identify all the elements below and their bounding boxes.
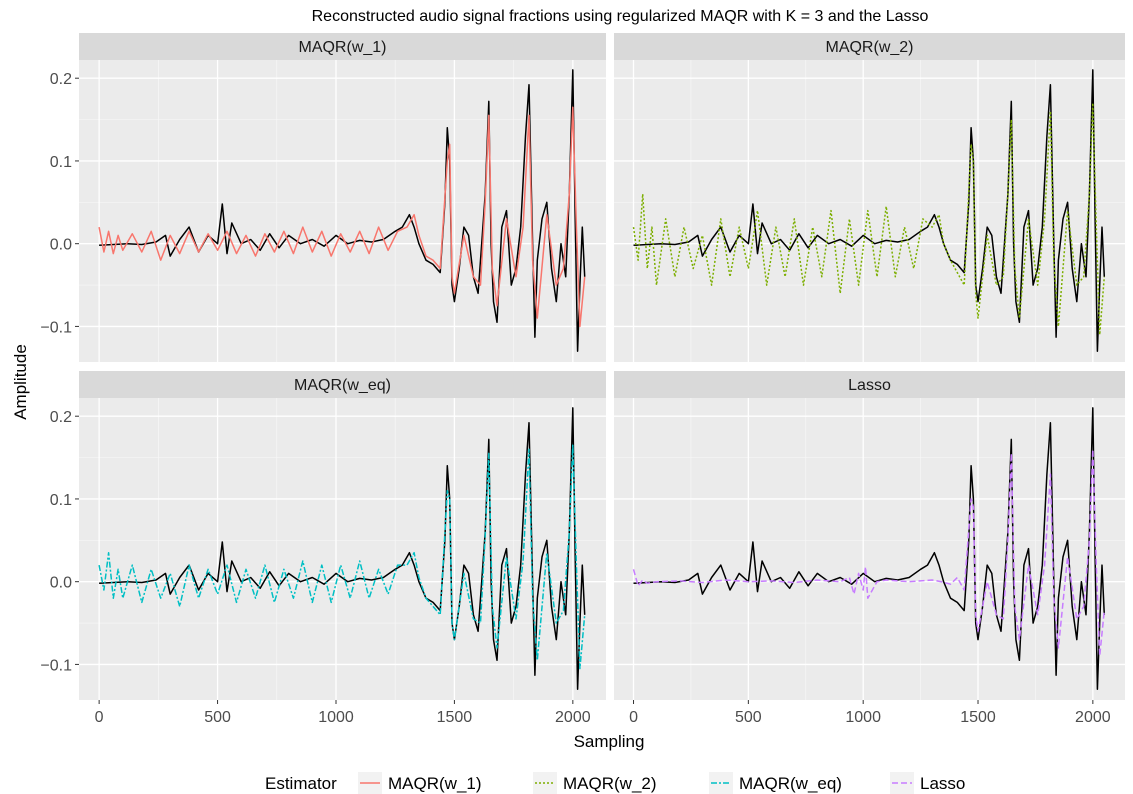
panel-2: MAQR(w_2) bbox=[614, 33, 1125, 362]
estimate-line bbox=[98, 444, 586, 670]
plot-background bbox=[79, 398, 606, 700]
true-signal-line bbox=[99, 69, 586, 352]
x-tick-label: 2000 bbox=[555, 709, 591, 726]
panel-strip-label: Lasso bbox=[848, 377, 891, 394]
y-tick-label: 0.1 bbox=[50, 154, 72, 171]
panel-strip bbox=[614, 33, 1125, 60]
x-tick-label: 1500 bbox=[437, 709, 473, 726]
legend-item: Lasso bbox=[890, 772, 965, 794]
y-tick-label: 0.1 bbox=[50, 492, 72, 509]
panel-strip-label: MAQR(w_2) bbox=[825, 39, 913, 56]
true-signal-line bbox=[633, 407, 1106, 690]
estimate-line bbox=[98, 106, 586, 328]
y-tick-label: 0.0 bbox=[50, 575, 72, 592]
panels: MAQR(w_1) −0.1 0.0 0.1 0.2 MAQR(w_2) MAQR(w_eq… bbox=[40, 33, 1125, 726]
panel-1: MAQR(w_1) −0.1 0.0 0.1 0.2 bbox=[40, 33, 606, 362]
legend-label: MAQR(w_eq) bbox=[739, 774, 842, 793]
panel-3: MAQR(w_eq) −0.1 0.0 0.1 0.2 0 500 1000 1500 2000 bbox=[40, 371, 606, 726]
x-tick-label: 500 bbox=[735, 709, 762, 726]
panel-strip bbox=[614, 371, 1125, 398]
y-axis-label: Amplitude bbox=[11, 344, 30, 420]
legend-item: MAQR(w_1) bbox=[358, 772, 482, 794]
x-tick-label: 2000 bbox=[1075, 709, 1111, 726]
y-tick-label: 0.0 bbox=[50, 237, 72, 254]
legend-label: Lasso bbox=[920, 774, 965, 793]
legend-label: MAQR(w_2) bbox=[563, 774, 657, 793]
plot-background bbox=[614, 398, 1125, 700]
x-tick-label: 500 bbox=[204, 709, 231, 726]
legend: Estimator MAQR(w_1) MAQR(w_2) MAQR(w_eq) La… bbox=[265, 772, 965, 794]
y-tick-label: −0.1 bbox=[40, 319, 72, 336]
x-tick-label: 1000 bbox=[845, 709, 881, 726]
y-tick-label: 0.2 bbox=[50, 409, 72, 426]
y-tick-label: −0.1 bbox=[40, 657, 72, 674]
estimate-line bbox=[632, 448, 1106, 657]
estimate-line bbox=[632, 102, 1106, 336]
x-axis-label: Sampling bbox=[574, 732, 645, 751]
panel-strip bbox=[79, 371, 606, 398]
legend-item: MAQR(w_2) bbox=[533, 772, 657, 794]
panel-strip bbox=[79, 33, 606, 60]
panel-strip-label: MAQR(w_eq) bbox=[294, 377, 391, 394]
panel-4: Lasso 0 500 1000 1500 2000 bbox=[614, 371, 1125, 726]
plot-background bbox=[79, 60, 606, 362]
x-tick-label: 1500 bbox=[960, 709, 996, 726]
x-tick-label: 0 bbox=[95, 709, 104, 726]
legend-items: MAQR(w_1) MAQR(w_2) MAQR(w_eq) Lasso bbox=[358, 772, 965, 794]
x-tick-label: 1000 bbox=[318, 709, 354, 726]
plot-background bbox=[614, 60, 1125, 362]
y-tick-label: 0.2 bbox=[50, 71, 72, 88]
panel-strip-label: MAQR(w_1) bbox=[298, 39, 386, 56]
chart-title: Reconstructed audio signal fractions usi… bbox=[312, 8, 929, 25]
legend-item: MAQR(w_eq) bbox=[709, 772, 842, 794]
legend-label: MAQR(w_1) bbox=[388, 774, 482, 793]
x-tick-label: 0 bbox=[629, 709, 638, 726]
legend-title: Estimator bbox=[265, 774, 337, 793]
